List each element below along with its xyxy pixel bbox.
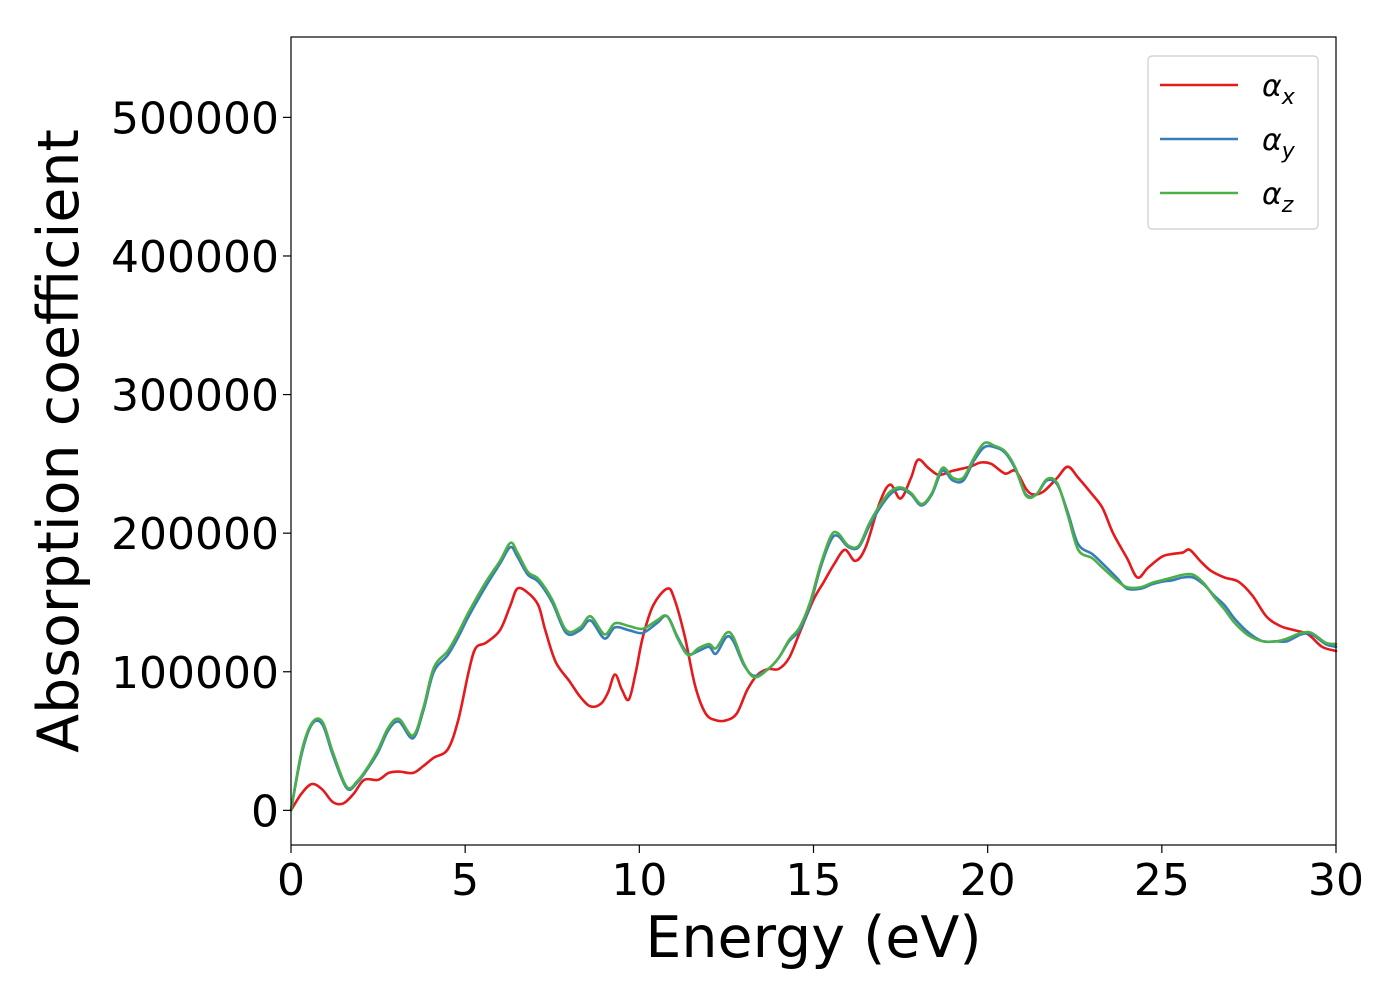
legend-label-y: αy: [1262, 123, 1296, 164]
series-line-y: [289, 444, 1338, 812]
legend-label-x: αx: [1262, 69, 1296, 110]
y-tick-label: 500000: [111, 93, 279, 144]
y-tick-label: 0: [251, 786, 279, 837]
legend-box: [1147, 55, 1319, 230]
series-line-x: [289, 458, 1338, 812]
y-tick-label: 200000: [111, 509, 279, 560]
x-tick-label: 20: [960, 855, 1016, 906]
legend: αx αy αz: [1147, 55, 1319, 230]
axis-layer: 0 5 10 15 20 25 30 0 100000 200000 300000 400000 500…: [111, 93, 1364, 906]
y-tick-label: 100000: [111, 648, 279, 699]
series-line-z: [289, 441, 1338, 812]
x-tick-label: 30: [1308, 855, 1364, 906]
x-tick-label: 15: [786, 855, 842, 906]
x-tick-label: 0: [277, 855, 305, 906]
y-tick-label: 400000: [111, 232, 279, 283]
x-axis-title: Energy (eV): [645, 905, 981, 971]
x-tick-label: 25: [1134, 855, 1190, 906]
legend-label-z: αz: [1262, 177, 1294, 218]
x-tick-label: 5: [451, 855, 479, 906]
series-layer: [289, 441, 1338, 812]
y-axis-title: Absorption coefficient: [26, 129, 92, 753]
y-tick-label: 300000: [111, 371, 279, 422]
x-tick-label: 10: [611, 855, 667, 906]
